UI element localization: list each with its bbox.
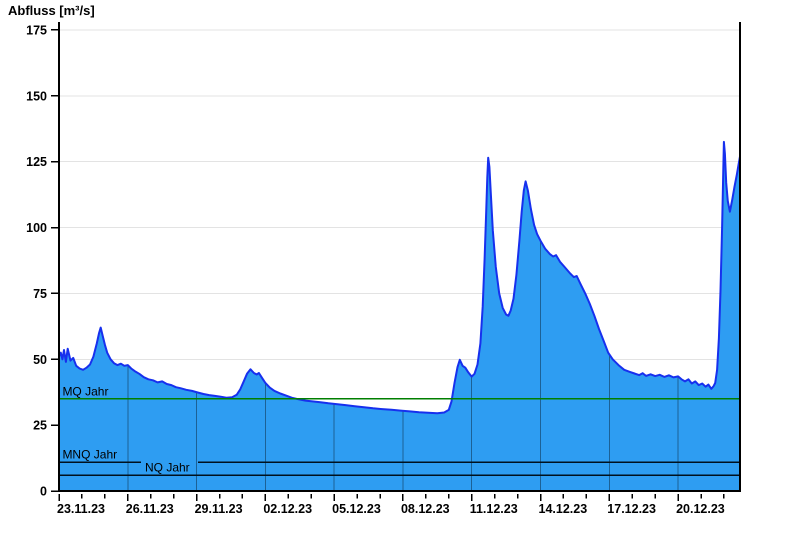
x-tick-label: 14.12.23 xyxy=(539,502,588,516)
y-tick-group: 0 25 50 75 100 125 150 175 xyxy=(26,23,58,499)
y-tick-label: 100 xyxy=(26,221,47,235)
y-tick-label: 175 xyxy=(26,23,47,37)
x-tick-label: 11.12.23 xyxy=(470,502,518,516)
discharge-curve xyxy=(58,140,741,415)
chart-title: Abfluss [m³/s] xyxy=(8,3,95,18)
y-tick-label: 150 xyxy=(26,89,47,103)
x-tick-label: 20.12.23 xyxy=(676,502,725,516)
x-tick-label: 17.12.23 xyxy=(607,502,656,516)
x-tick-label: 08.12.23 xyxy=(401,502,450,516)
y-tick-label: 0 xyxy=(40,485,47,499)
x-tick-label: 26.11.23 xyxy=(126,502,174,516)
ref-label-nq-jahr: NQ Jahr xyxy=(145,461,190,475)
axes xyxy=(58,22,741,492)
x-tick-label: 23.11.23 xyxy=(57,502,105,516)
ref-label-mnq-jahr: MNQ Jahr xyxy=(62,448,117,462)
x-tick-label: 05.12.23 xyxy=(332,502,381,516)
y-tick-label: 25 xyxy=(33,419,47,433)
y-tick-label: 50 xyxy=(33,353,47,367)
y-tick-label: 75 xyxy=(33,287,47,301)
reference-line-mq-jahr: MQ Jahr xyxy=(59,384,740,400)
x-tick-group: 23.11.23 26.11.23 29.11.23 02.12.23 05.12.23… xyxy=(57,494,725,516)
discharge-area-fill xyxy=(59,141,740,491)
x-tick-label: 02.12.23 xyxy=(263,502,312,516)
x-tick-label: 29.11.23 xyxy=(195,502,243,516)
reference-line-nq-jahr: NQ Jahr xyxy=(59,461,740,476)
ref-label-mq-jahr: MQ Jahr xyxy=(62,384,108,398)
y-tick-label: 125 xyxy=(26,155,47,169)
horizontal-gridlines xyxy=(59,29,740,426)
reference-line-mnq-jahr: MNQ Jahr xyxy=(59,448,740,463)
